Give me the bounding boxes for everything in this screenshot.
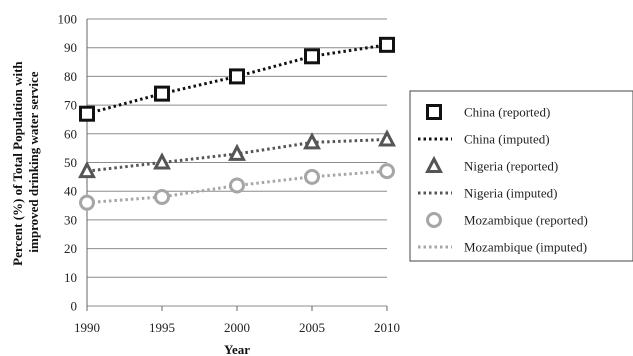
y-tick-label-100: 100 [58,12,78,27]
nigeria-point-2005 [303,132,321,150]
china-point-1990 [79,105,95,122]
x-axis: 1990 1995 2000 2005 2010 [74,306,400,335]
y-tick-label-30: 30 [64,212,77,227]
y-tick-label-70: 70 [64,98,77,113]
y-tick-label-40: 40 [64,184,77,199]
x-tick-label-2005: 2005 [299,320,325,335]
legend-mozambique-imputed-label: Mozambique (imputed) [464,240,587,255]
y-tick-label-20: 20 [64,241,77,256]
nigeria-point-1995 [153,152,171,170]
nigeria-point-2010 [378,129,396,147]
legend-mozambique-reported-marker [426,212,442,228]
y-tick-label-0: 0 [71,299,78,314]
y-tick-label-80: 80 [64,69,77,84]
nigeria-point-1990 [78,160,96,179]
y-tick-label-50: 50 [64,155,77,170]
x-tick-label-2000: 2000 [224,320,250,335]
x-tick-label-1990: 1990 [74,320,100,335]
mozambique-imputed-line [86,169,388,205]
y-tick-label-10: 10 [64,270,77,285]
y-tick-label-60: 60 [64,126,77,141]
legend-china-reported-marker [426,104,442,120]
y-axis-title-line-1: Percent (%) of Total Population with [10,61,25,266]
mozambique-point-2000 [229,177,245,194]
legend-mozambique-reported-label: Mozambique (reported) [464,213,588,228]
legend-frame [409,90,633,262]
legend-nigeria-reported-marker [425,155,443,173]
legend-nigeria-reported-label: Nigeria (reported) [464,159,558,174]
china-point-2005 [304,48,320,65]
legend-nigeria-imputed-label: Nigeria (imputed) [464,186,558,201]
y-axis-title: Percent (%) of Total Population with imp… [10,58,41,266]
y-tick-label-90: 90 [64,40,77,55]
legend-china-imputed-label: China (imputed) [464,132,550,147]
mozambique-point-1990 [79,194,95,211]
gridlines [87,18,387,307]
y-axis-title-line-2: improved drinking water service [26,71,41,252]
nigeria-point-2000 [228,143,246,161]
plot-area [78,36,396,211]
y-axis: 0 10 20 30 40 50 60 70 80 90 100 [58,12,88,314]
china-point-2000 [229,68,245,85]
x-tick-label-1995: 1995 [149,320,175,335]
china-point-1995 [154,85,170,102]
mozambique-point-1995 [154,188,170,205]
mozambique-point-2005 [304,168,320,185]
legend: China (reported) China (imputed) Nigeria (… [409,90,633,262]
x-axis-title: Year [224,342,250,356]
china-point-2010 [379,36,395,53]
legend-china-reported-label: China (reported) [464,105,550,120]
mozambique-point-2010 [379,163,395,180]
x-tick-label-2010: 2010 [374,320,400,335]
